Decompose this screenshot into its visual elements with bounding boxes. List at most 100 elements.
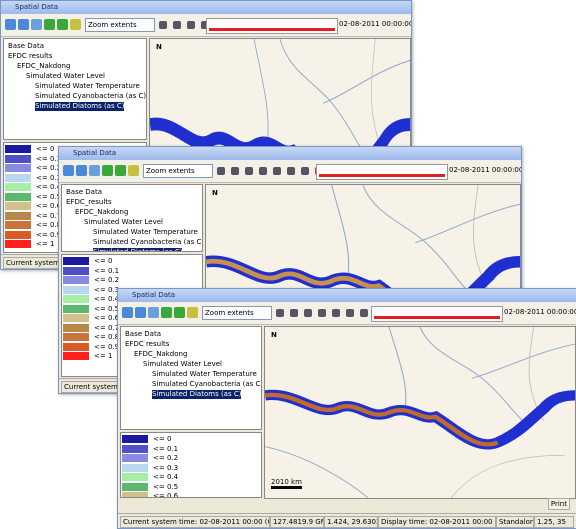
playback-button[interactable] [301, 167, 309, 175]
toolbar: Zoom extents 02-08-2011 00:00:00 [59, 160, 521, 183]
stream [265, 327, 575, 498]
tool-button[interactable] [174, 307, 185, 318]
tree-item[interactable]: Simulated Water Temperature [35, 82, 140, 90]
playback-button[interactable] [290, 309, 298, 317]
tree-item[interactable]: Simulated Cyanobacteria (as C) [152, 380, 262, 388]
legend-row: <= 0.3 [62, 285, 202, 295]
playback-button[interactable] [231, 167, 239, 175]
tool-button[interactable] [31, 19, 42, 30]
playback-button[interactable] [245, 167, 253, 175]
tool-button[interactable] [70, 19, 81, 30]
tree-item[interactable]: Simulated Diatoms (as C) [35, 102, 125, 111]
river [265, 389, 575, 450]
status-field: 1.25, 35 [534, 516, 574, 528]
title-bar: Spatial Data [1, 1, 411, 14]
legend-swatch [122, 492, 148, 497]
tree-item[interactable]: EFDC_Nakdong [17, 62, 71, 70]
playback-button[interactable] [217, 167, 225, 175]
tree-item[interactable]: Simulated Water Level [26, 72, 105, 80]
tree-item[interactable]: Base Data [125, 330, 161, 338]
tree-item[interactable]: EFDC_Nakdong [75, 208, 129, 216]
legend-row: <= 0.8 [4, 221, 146, 230]
legend-row: <= 1 [4, 240, 146, 249]
legend-swatch [5, 173, 31, 182]
layer-tree: Base Data EFDC_results EFDC_Nakdong Simulat… [61, 184, 203, 252]
tree-item[interactable]: Simulated Water Level [143, 360, 222, 368]
legend-swatch [5, 164, 31, 172]
legend-label: <= 0.3 [94, 285, 120, 294]
print-button[interactable]: Print [547, 498, 570, 510]
playback-button[interactable] [273, 167, 281, 175]
tree-item[interactable]: Simulated Water Temperature [93, 228, 198, 236]
tool-button[interactable] [128, 165, 139, 176]
tool-button[interactable] [76, 165, 87, 176]
tree-item[interactable]: Simulated Diatoms (as C) [152, 390, 242, 399]
zoom-dropdown[interactable]: Zoom extents [143, 164, 213, 178]
zoom-dropdown[interactable]: Zoom extents [85, 18, 155, 32]
zoom-dropdown[interactable]: Zoom extents [202, 306, 272, 320]
tree-item[interactable]: Simulated Diatoms (as C) [93, 248, 183, 251]
tool-button[interactable] [89, 165, 100, 176]
tool-button[interactable] [44, 19, 55, 30]
legend-row: <= 0.8 [62, 333, 202, 342]
legend-swatch [5, 183, 31, 191]
tool-button[interactable] [57, 19, 68, 30]
playback-button[interactable] [159, 21, 167, 29]
tree-item[interactable]: Simulated Water Temperature [152, 370, 257, 378]
tree-item[interactable]: Simulated Cyanobacteria (as C) [35, 92, 147, 100]
tree-item[interactable]: Base Data [66, 188, 102, 196]
tree-item[interactable]: Base Data [8, 42, 44, 50]
tree-item[interactable]: EFDC_Nakdong [134, 350, 188, 358]
tool-button[interactable] [148, 307, 159, 318]
legend-label: <= 0.6 [153, 492, 179, 498]
tool-button[interactable] [102, 165, 113, 176]
legend-swatch [63, 266, 89, 275]
legend-label: <= 0.6 [94, 314, 120, 322]
legend-swatch [5, 221, 31, 229]
legend-swatch [122, 473, 148, 481]
time-slider[interactable] [316, 164, 448, 180]
time-display: 02-08-2011 00:00:00 [339, 20, 412, 28]
legend-label: <= 0 [94, 257, 113, 265]
tool-button[interactable] [161, 307, 172, 318]
north-arrow: N [212, 189, 218, 197]
tool-button[interactable] [135, 307, 146, 318]
playback-button[interactable] [173, 21, 181, 29]
legend-label: <= 0.2 [36, 164, 62, 172]
playback-button[interactable] [304, 309, 312, 317]
playback-button[interactable] [287, 167, 295, 175]
tool-button[interactable] [63, 165, 74, 176]
tool-button[interactable] [115, 165, 126, 176]
playback-button[interactable] [276, 309, 284, 317]
playback-button[interactable] [360, 309, 368, 317]
river-overlay [265, 392, 499, 447]
playback-button[interactable] [346, 309, 354, 317]
legend-row: <= 0 [4, 145, 146, 154]
status-field: Current system time: 02-08-2011 00:00 (G… [120, 516, 270, 528]
tree-item[interactable]: EFDC results [125, 340, 170, 348]
layer-tree: Base Data EFDC results EFDC_Nakdong Simulat… [120, 326, 262, 430]
playback-button[interactable] [332, 309, 340, 317]
legend-swatch [63, 352, 89, 360]
legend-label: <= 0.8 [94, 333, 120, 341]
tree-item[interactable]: Simulated Cyanobacteria (as C) [93, 238, 203, 246]
window: Spatial Data Zoom extents 02-08-2011 00:00… [117, 288, 576, 529]
legend-swatch [63, 295, 89, 303]
legend-row: <= 0.5 [121, 482, 261, 492]
playback-button[interactable] [187, 21, 195, 29]
map-canvas [206, 185, 520, 377]
tool-button[interactable] [187, 307, 198, 318]
playback-button[interactable] [201, 21, 209, 29]
time-slider[interactable] [371, 306, 503, 322]
time-slider[interactable] [206, 18, 338, 34]
tree-item[interactable]: EFDC_results [66, 198, 112, 206]
layer-tree: Base Data EFDC results EFDC_Nakdong Simulat… [3, 38, 147, 140]
tool-button[interactable] [18, 19, 29, 30]
tree-item[interactable]: Simulated Water Level [84, 218, 163, 226]
tree-item[interactable]: EFDC results [8, 52, 53, 60]
playback-button[interactable] [318, 309, 326, 317]
tool-button[interactable] [5, 19, 16, 30]
status-bar: Current system time: 02-08-2011 00:00 (G… [118, 513, 576, 528]
tool-button[interactable] [122, 307, 133, 318]
playback-button[interactable] [259, 167, 267, 175]
